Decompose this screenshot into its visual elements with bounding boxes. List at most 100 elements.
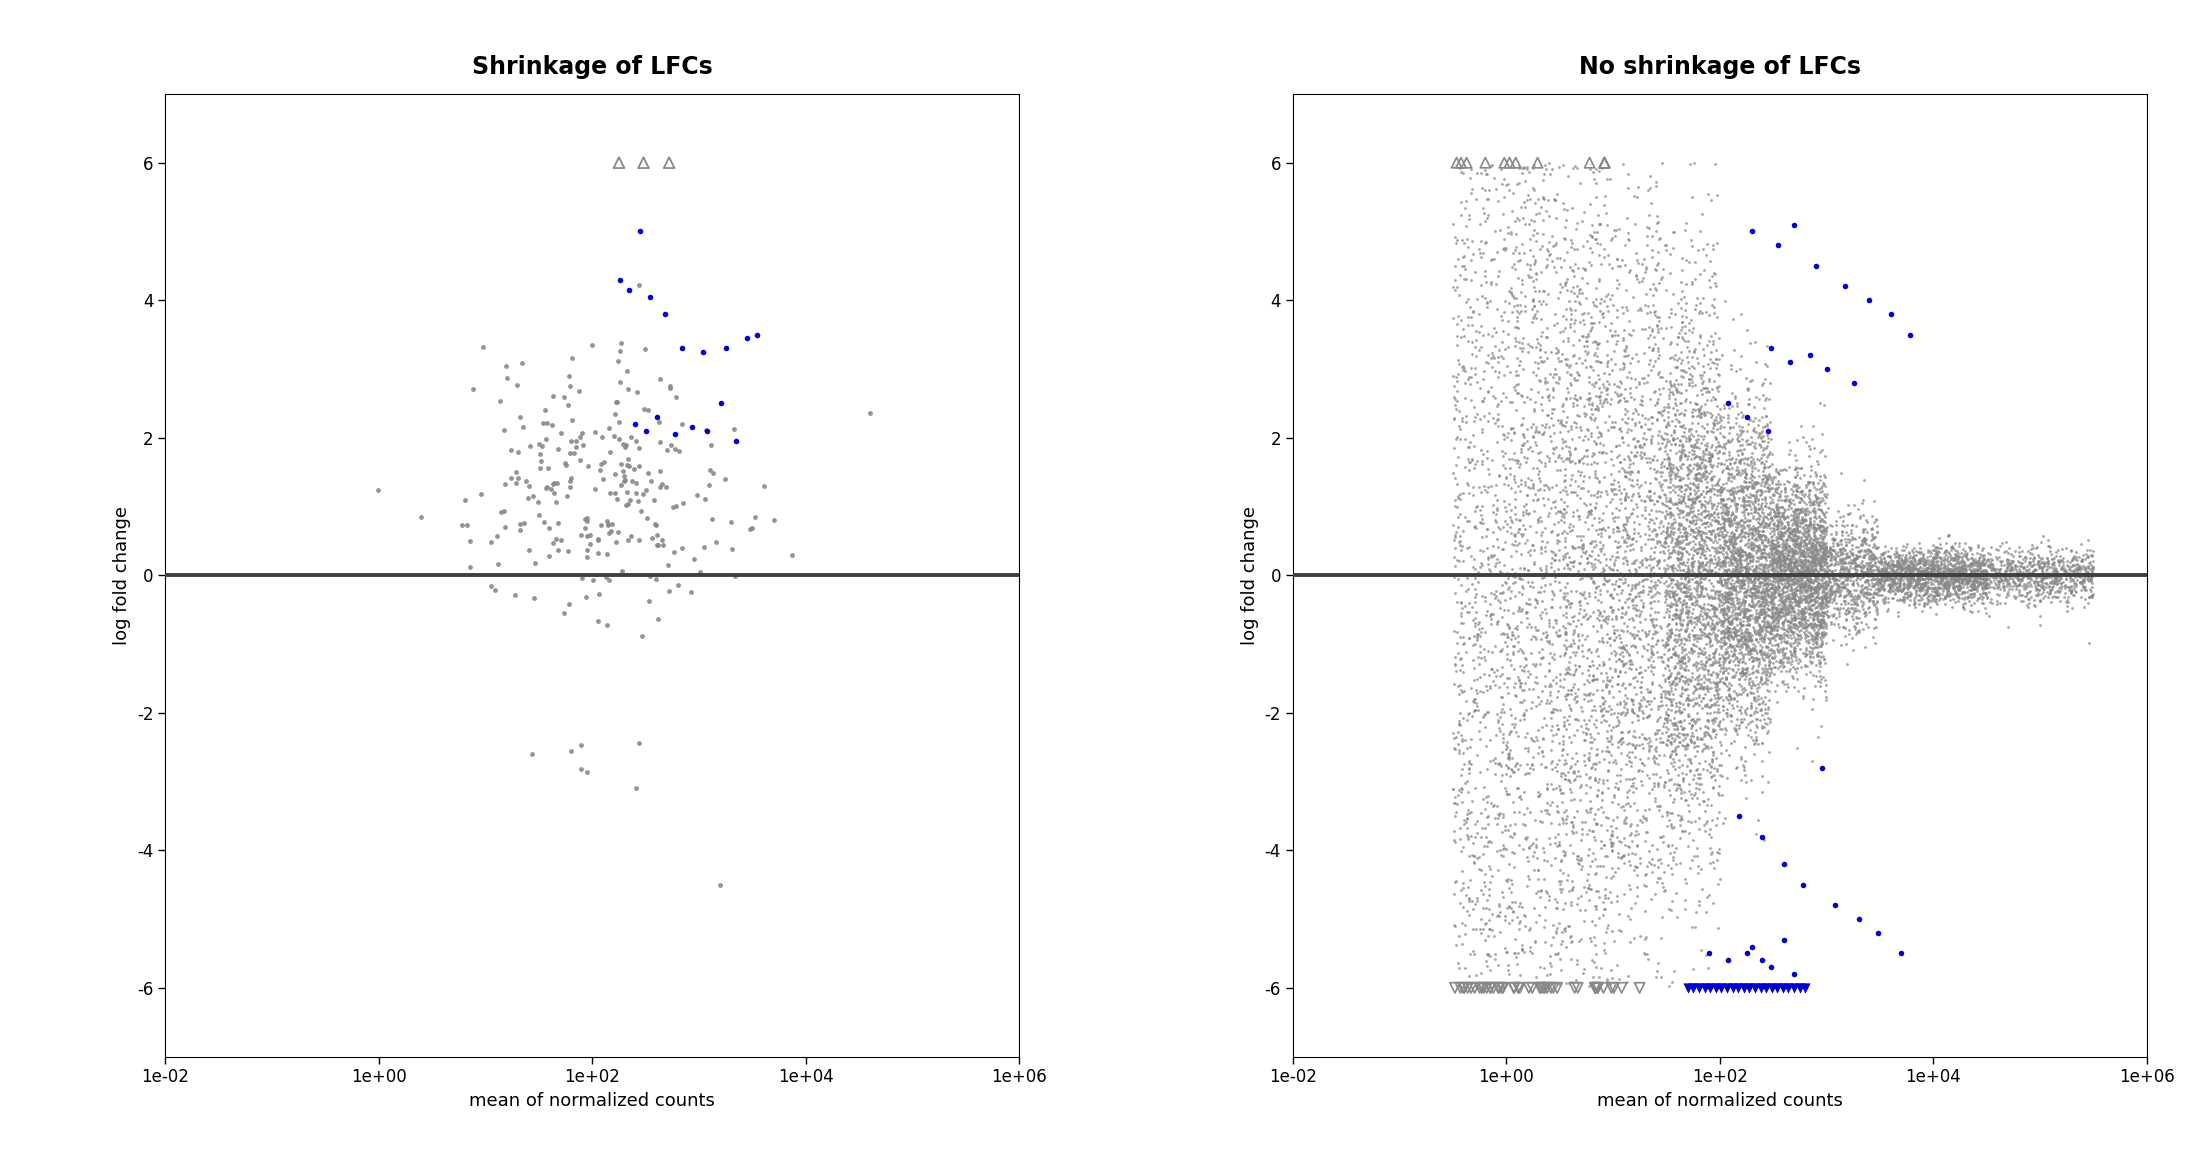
Point [2041,574,2076,593]
Point [1612,825,1647,844]
Point [1847,534,1883,553]
Point [1803,626,1839,645]
Point [1517,263,1552,282]
Point [1497,297,1533,316]
Point [1658,615,1693,634]
Point [1757,582,1792,601]
Point [1726,605,1762,623]
Point [1649,502,1685,521]
Point [2065,598,2101,616]
Point [511,488,546,507]
Point [1823,586,1858,605]
Point [1801,559,1836,578]
Point [1671,603,1707,622]
Point [1997,541,2032,560]
Point [1759,531,1795,549]
Point [1766,555,1801,574]
Point [1713,675,1748,694]
Point [1781,502,1817,521]
Point [1759,477,1795,495]
Point [1660,632,1696,650]
Point [1938,585,1973,603]
Point [1539,626,1574,645]
Point [1792,608,1828,627]
Point [1504,525,1539,544]
Point [1920,583,1955,602]
Point [1762,554,1797,573]
Point [1544,664,1579,683]
Point [1517,553,1552,572]
Point [1585,906,1621,925]
Point [1832,586,1867,605]
Point [1936,574,1971,593]
Point [1806,545,1841,564]
Point [1993,545,2028,564]
Point [1704,542,1740,561]
Point [1799,623,1834,642]
Point [1594,922,1629,940]
Point [1951,568,1986,587]
Point [1583,602,1618,621]
Point [1614,410,1649,429]
Point [1603,633,1638,652]
Point [1704,629,1740,648]
Point [1737,642,1773,661]
Point [1740,649,1775,668]
Point [1839,556,1874,575]
Point [1445,744,1480,763]
Point [1916,558,1951,576]
Point [1722,748,1757,767]
Point [1762,556,1797,575]
Point [1574,256,1610,275]
Point [1808,626,1843,645]
Point [1751,606,1786,625]
Point [1663,702,1698,721]
Point [1698,770,1733,789]
Point [1682,494,1718,513]
Point [1744,583,1779,602]
Point [1718,598,1753,616]
Point [2059,582,2094,601]
Point [1654,858,1689,877]
Point [1458,616,1493,635]
Point [2057,548,2092,567]
Point [1792,555,1828,574]
Point [1715,667,1751,686]
Point [1770,541,1806,560]
Point [1456,458,1491,477]
Point [1715,515,1751,534]
Point [1764,552,1799,571]
Point [1500,362,1535,380]
Point [1814,544,1850,562]
Point [1541,540,1577,559]
Point [1960,602,1995,621]
Point [1869,601,1905,620]
Point [1484,714,1519,733]
Point [1735,510,1770,528]
Point [1667,718,1702,737]
Point [2052,568,2087,587]
Point [1876,556,1911,575]
Point [1766,598,1801,616]
Point [1755,595,1790,614]
Point [1845,567,1881,586]
Point [1742,538,1777,556]
Point [1715,652,1751,670]
Point [1806,589,1841,608]
Point [2006,587,2041,606]
Point [1574,501,1610,520]
Point [1852,602,1887,621]
Point [1726,571,1762,589]
Point [1486,349,1522,367]
Point [1502,943,1537,962]
Point [1744,701,1779,720]
Point [1449,269,1484,288]
Point [2065,571,2101,589]
Point [522,458,557,477]
Point [1729,640,1764,659]
Point [1909,541,1944,560]
Point [2008,579,2043,598]
Point [1742,679,1777,697]
Point [1751,479,1786,498]
Point [1689,670,1724,689]
